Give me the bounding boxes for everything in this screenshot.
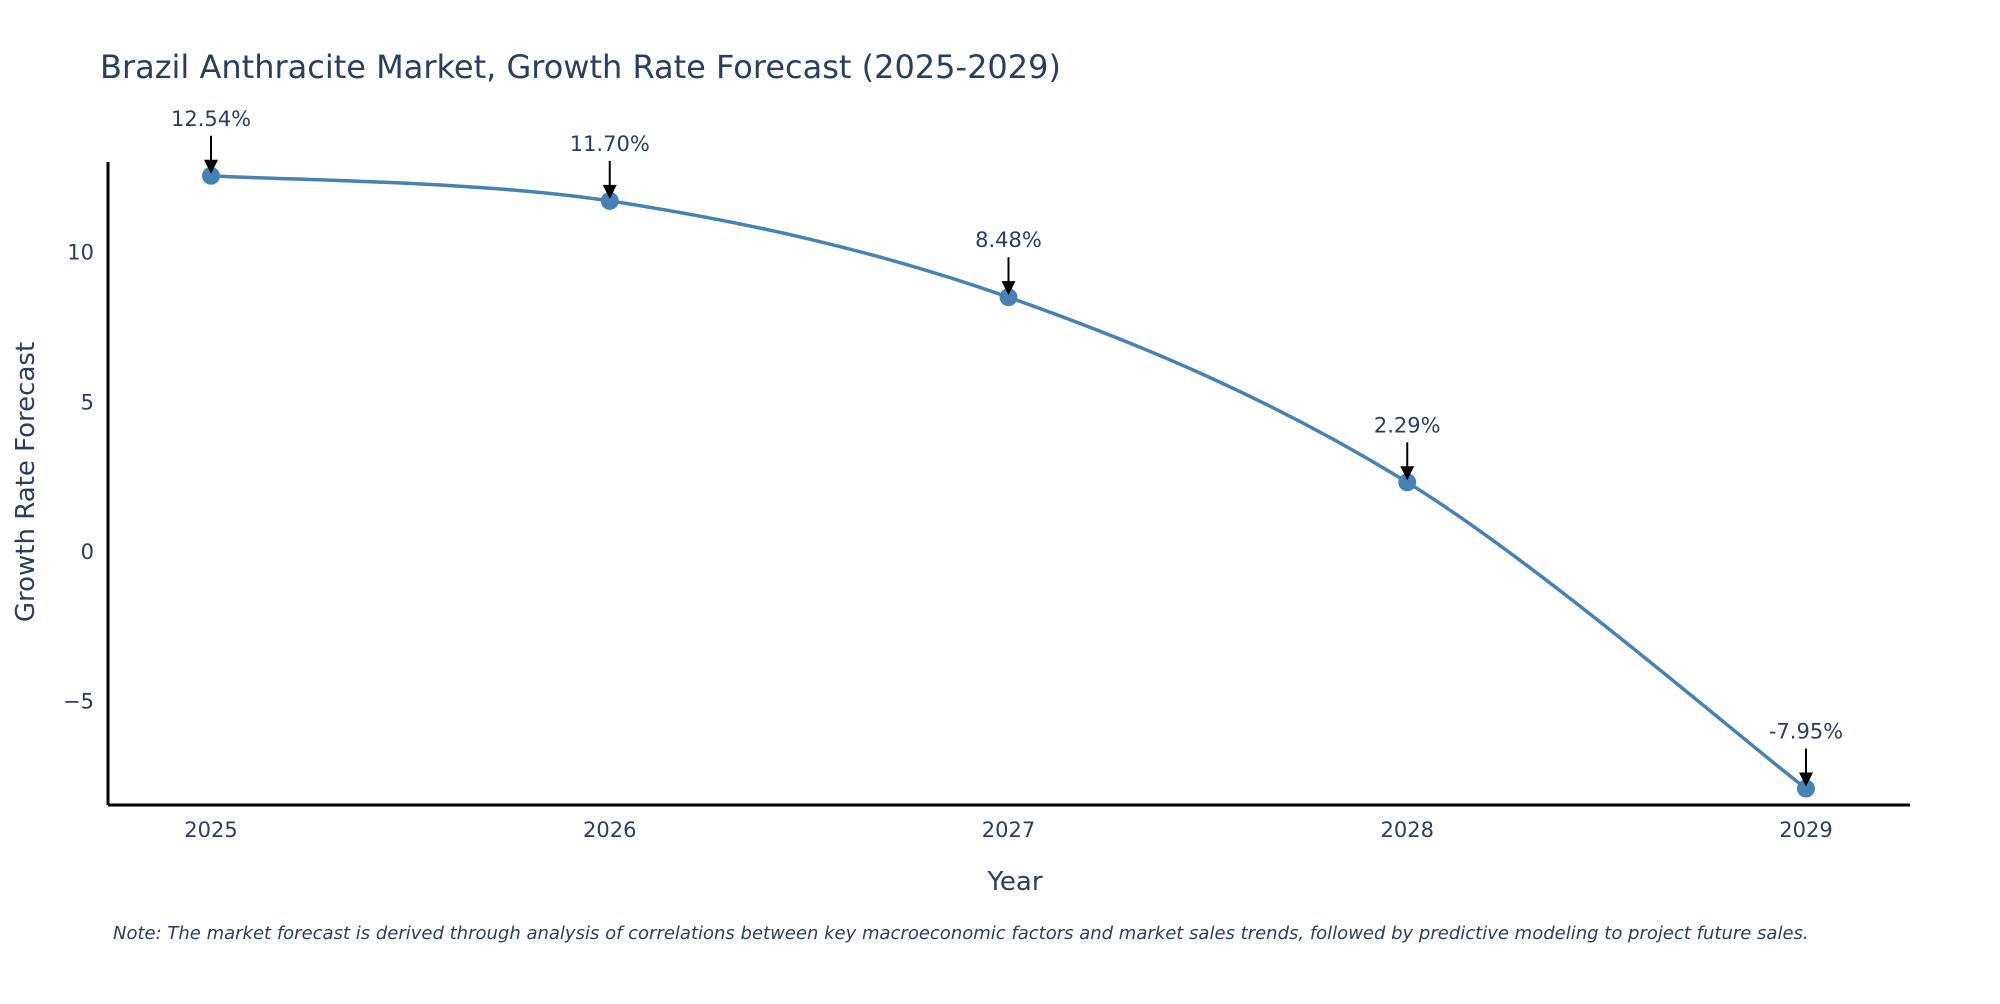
chart-title: Brazil Anthracite Market, Growth Rate Fo…	[100, 48, 1061, 86]
x-tick-label: 2026	[583, 818, 636, 842]
x-tick-label: 2025	[184, 818, 237, 842]
y-axis-title: Growth Rate Forecast	[11, 342, 41, 622]
x-tick-label: 2028	[1381, 818, 1434, 842]
data-point	[999, 288, 1018, 307]
y-tick-label: 0	[81, 540, 94, 564]
x-tick-label: 2027	[982, 818, 1035, 842]
data-point	[1797, 779, 1815, 798]
data-label: 2.29%	[1374, 413, 1441, 437]
data-point	[202, 166, 220, 185]
data-labels: 12.54% 11.70% 8.48% 2.29% -7.95%	[171, 107, 1843, 787]
annotation-arrow-head	[1001, 281, 1016, 296]
annotation-arrow-head	[1799, 772, 1813, 787]
data-point	[600, 191, 619, 210]
data-point	[1398, 473, 1417, 492]
y-tick-label: −5	[63, 689, 94, 713]
data-label: 11.70%	[570, 132, 650, 156]
footnote: Note: The market forecast is derived thr…	[113, 923, 1809, 944]
annotation-arrow-head	[204, 159, 218, 174]
y-tick-label: 5	[81, 390, 94, 414]
axes: −5 0 5 10 2025 2026 2027 2028 2029	[63, 162, 1910, 842]
series-line	[210, 174, 1808, 790]
annotation-arrow-head	[602, 184, 617, 199]
series-line-group	[210, 174, 1808, 790]
data-label: 8.48%	[975, 228, 1042, 252]
annotation-arrow-head	[1400, 466, 1415, 481]
data-points	[202, 166, 1815, 798]
y-tick-label: 10	[67, 241, 94, 265]
data-label: 12.54%	[171, 107, 251, 131]
x-axis-title: Year	[986, 867, 1042, 897]
data-label: -7.95%	[1769, 720, 1843, 744]
x-tick-label: 2029	[1779, 818, 1832, 842]
